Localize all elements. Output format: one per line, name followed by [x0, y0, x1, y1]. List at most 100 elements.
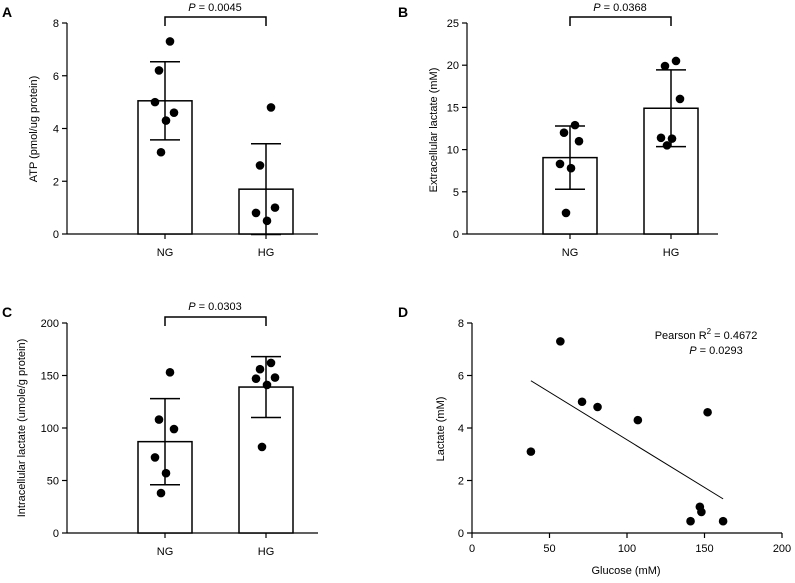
- panel-b-data-point: [662, 141, 672, 150]
- panel-d-y-axis-label: Lactate (mM): [435, 397, 447, 462]
- panel-c-y-tick-label: 200: [41, 318, 59, 330]
- panel-b-y-tick-label: 5: [453, 187, 459, 199]
- panel-b-y-tick-label: 10: [447, 145, 459, 157]
- panel-b-y-tick-label: 15: [447, 102, 459, 114]
- panel-b-data-point: [671, 56, 681, 66]
- panel-a-y-tick-label: 6: [53, 71, 59, 83]
- panel-c-data-point: [154, 415, 164, 424]
- panel-a-data-point: [255, 161, 265, 170]
- panel-c-data-point: [257, 442, 267, 452]
- panel-b: B Extracellular lactate (mM) P = 0.0368 …: [398, 2, 718, 259]
- panel-d-x-tick-label: 50: [543, 543, 555, 555]
- panel-b-data-point: [555, 159, 565, 169]
- panel-a-data-point: [262, 216, 272, 226]
- panel-d-x-axis-label: Glucose (mM): [591, 565, 660, 577]
- panel-a-y-tick-label: 4: [53, 124, 59, 136]
- panel-c-y-tick-label: 50: [47, 476, 59, 488]
- panel-c-data-point: [169, 424, 179, 434]
- panel-d-data-point: [697, 507, 706, 517]
- panel-b-category-label: HG: [663, 247, 680, 259]
- panel-c-data-point: [266, 358, 276, 368]
- panel-b-data-point: [675, 94, 685, 104]
- panel-c-p-number: = 0.0303: [196, 301, 242, 313]
- panel-d-x-tick-label: 0: [469, 543, 475, 555]
- panel-b-p-value: P = 0.0368: [593, 2, 647, 14]
- panel-d-y-tick-label: 8: [458, 318, 464, 330]
- panel-d-p-letter: P: [689, 345, 697, 357]
- panel-a-category-label: HG: [258, 247, 275, 259]
- panel-c-data-point: [156, 488, 166, 498]
- panel-c-data-point: [255, 364, 265, 374]
- panel-a-data-point: [156, 147, 166, 157]
- panel-a-data-point: [165, 37, 175, 46]
- panel-b-data-point: [566, 163, 576, 173]
- panel-c-p-value: P = 0.0303: [188, 301, 242, 313]
- panel-b-data-point: [667, 134, 677, 143]
- panel-c-data-point: [161, 468, 171, 478]
- panel-a-data-point: [169, 108, 179, 117]
- panel-c-data-point: [251, 374, 261, 383]
- panel-c-significance-bracket: [164, 316, 267, 326]
- panel-b-category-label: NG: [562, 247, 579, 259]
- panel-c-data-point: [150, 453, 160, 462]
- panel-a-y-axis-label: ATP (pmol/ug protein): [28, 76, 40, 183]
- panel-a-p-value: P = 0.0045: [188, 2, 242, 14]
- panel-d-fit-line: [530, 380, 724, 500]
- panel-d-y-tick-label: 0: [458, 528, 464, 540]
- panel-d-r2-value: = 0.4672: [711, 330, 757, 342]
- panel-d-x-tick-label: 150: [695, 543, 713, 555]
- panel-c-category-label: HG: [258, 546, 275, 558]
- panel-c-p-letter: P: [188, 301, 196, 313]
- panel-a-y-tick-label: 0: [53, 229, 59, 241]
- panel-c-data-point: [165, 368, 175, 377]
- panel-a: A ATP (pmol/ug protein) P = 0.0045 0 2 4 6 8…: [2, 2, 318, 259]
- panel-a-p-letter: P: [188, 2, 196, 14]
- panel-c: C Intracellular lactate (umole/g protein…: [2, 301, 318, 558]
- panel-a-data-point: [150, 97, 160, 107]
- panel-a-category-label: NG: [157, 247, 174, 259]
- panel-c-data-point: [270, 373, 280, 382]
- panel-d-r2-superscript: 2: [707, 327, 712, 336]
- panel-d-pearson-r2: Pearson R2 = 0.4672: [655, 327, 758, 342]
- panel-b-p-letter: P: [593, 2, 601, 14]
- panel-c-category-label: NG: [157, 546, 174, 558]
- panel-letter-d: D: [398, 304, 408, 320]
- panel-b-data-point: [656, 133, 666, 143]
- panel-a-y-tick-label: 2: [53, 176, 59, 188]
- panel-d-y-tick-label: 2: [458, 476, 464, 488]
- panel-d: D Lactate (mM) Glucose (mM) Pearson R2 =…: [398, 304, 791, 577]
- panel-d-data-point: [686, 516, 695, 526]
- panel-a-data-point: [161, 116, 171, 125]
- panel-a-data-point: [266, 103, 276, 112]
- panel-b-y-tick-label: 25: [447, 18, 459, 30]
- panel-c-y-tick-label: 150: [41, 371, 59, 383]
- panel-a-p-number: = 0.0045: [196, 2, 242, 14]
- panel-letter-a: A: [2, 4, 12, 20]
- panel-d-x-tick-label: 100: [618, 543, 636, 555]
- panel-d-data-point: [577, 397, 587, 407]
- panel-letter-b: B: [398, 4, 408, 20]
- panel-d-p-value: P = 0.0293: [689, 345, 743, 357]
- panel-d-data-point: [593, 402, 602, 412]
- panel-b-data-point: [574, 136, 584, 146]
- panel-d-pearson-label: Pearson R: [655, 330, 707, 342]
- panel-d-x-tick-label: 200: [773, 543, 791, 555]
- panel-letter-c: C: [2, 304, 12, 320]
- panel-b-y-tick-label: 20: [447, 60, 459, 72]
- panel-b-data-point: [561, 208, 571, 218]
- panel-d-data-point: [633, 415, 643, 425]
- panel-d-data-point: [718, 516, 728, 526]
- panel-b-y-tick-label: 0: [453, 229, 459, 241]
- panel-b-p-number: = 0.0368: [601, 2, 647, 14]
- panel-a-y-tick-label: 8: [53, 18, 59, 30]
- panel-c-y-tick-label: 100: [41, 423, 59, 435]
- panel-d-data-point: [703, 407, 712, 417]
- panel-a-data-point: [270, 203, 280, 212]
- panel-d-data-point: [526, 447, 536, 456]
- panel-d-data-point: [556, 337, 565, 346]
- panel-b-data-point: [570, 120, 580, 130]
- panel-d-y-tick-label: 4: [458, 423, 464, 435]
- panel-b-data-point: [559, 128, 569, 138]
- panel-c-y-axis-label: Intracellular lactate (umole/g protein): [16, 339, 28, 518]
